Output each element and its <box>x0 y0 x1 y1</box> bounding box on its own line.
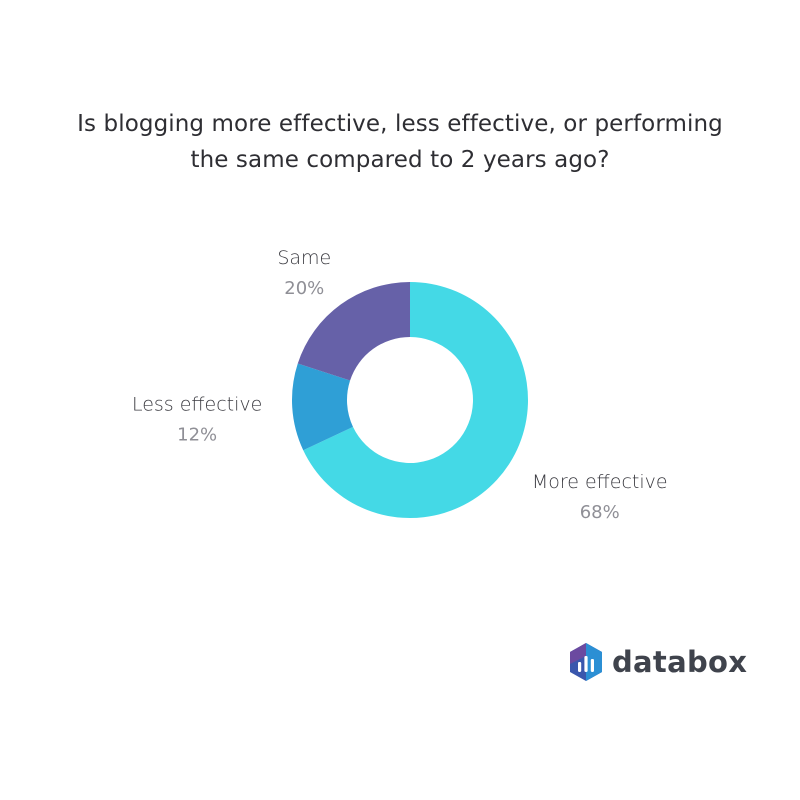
chart-title-line-1: Is blogging more effective, less effecti… <box>77 111 723 137</box>
brand-name: databox <box>612 645 748 679</box>
donut-slice-same <box>297 282 410 381</box>
slice-label-more-effective: More effective <box>532 471 668 493</box>
donut-slice-less-effective <box>291 363 353 451</box>
chart-title-line-2: the same compared to 2 years ago? <box>190 147 610 173</box>
slice-value-same: 20% <box>284 278 324 299</box>
chart-title: Is blogging more effective, less effecti… <box>40 106 760 178</box>
databox-logo-icon <box>570 643 602 681</box>
slice-value-more-effective: 68% <box>580 502 620 523</box>
slice-label-same: Same <box>277 247 331 269</box>
brand-logo: databox <box>568 642 747 682</box>
slice-value-less-effective: 12% <box>177 425 217 446</box>
donut-slice-more-effective <box>303 282 528 518</box>
slice-label-less-effective: Less effective <box>132 394 262 416</box>
